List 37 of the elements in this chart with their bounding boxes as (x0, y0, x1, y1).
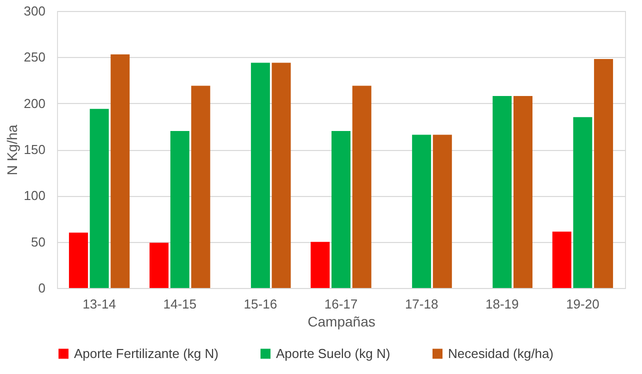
y-axis-title: N Kg/ha (4, 124, 20, 176)
x-tick-label: 14-15 (163, 296, 196, 312)
bar (272, 62, 291, 288)
bar (332, 131, 350, 288)
x-tick-label: 17-18 (404, 296, 438, 312)
bar (150, 242, 169, 288)
bar (250, 62, 270, 288)
bar (492, 96, 512, 288)
x-axis-title: Campañas (308, 314, 376, 330)
bar (90, 108, 109, 288)
bar (432, 134, 452, 288)
legend-label: Necesidad (kg/ha) (448, 346, 554, 361)
x-tick-label: 19-20 (566, 296, 600, 312)
bar (412, 134, 432, 288)
y-tick-label: 0 (38, 280, 46, 296)
x-tick-label: 15-16 (244, 296, 278, 312)
bar (191, 86, 210, 288)
y-tick-label: 200 (24, 96, 46, 111)
y-tick-label: 300 (24, 4, 46, 18)
bar (552, 232, 572, 288)
y-tick-label: 150 (24, 142, 46, 157)
y-tick-label: 250 (24, 50, 46, 65)
bar (352, 86, 372, 288)
x-tick-label: 16-17 (324, 296, 358, 312)
legend-label: Aporte Suelo (kg N) (276, 346, 390, 361)
y-tick-label: 50 (31, 234, 46, 250)
y-tick-label: 100 (24, 188, 46, 204)
bar (110, 54, 130, 288)
bar (573, 117, 592, 288)
bar (310, 242, 330, 288)
bar (594, 59, 614, 288)
bar (68, 232, 88, 288)
legend-label: Aporte Fertilizante (kg N) (74, 346, 218, 361)
bar (170, 131, 190, 288)
x-tick-label: 13-14 (82, 296, 116, 312)
bar (513, 96, 532, 288)
x-tick-label: 18-19 (486, 296, 519, 312)
